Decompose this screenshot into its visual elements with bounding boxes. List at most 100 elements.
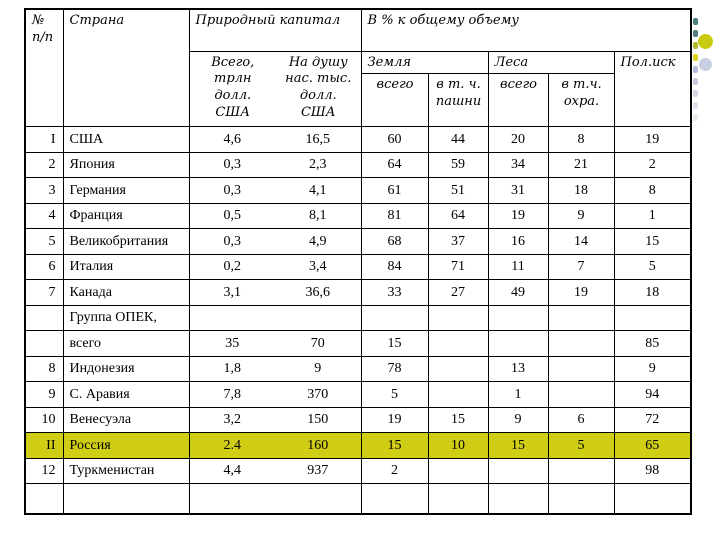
decoration-square xyxy=(693,54,698,61)
header-forest: Леса xyxy=(488,51,615,75)
cell-value: 18 xyxy=(548,177,615,204)
cell-value: 5 xyxy=(548,432,615,459)
cell-value: 35 xyxy=(189,330,275,357)
cell-value xyxy=(548,483,615,515)
cell-value: 15 xyxy=(361,330,429,357)
header-per-capita: На душу нас. тыс. долл. США xyxy=(275,51,362,128)
cell-value: 9 xyxy=(614,356,692,383)
cell-value xyxy=(428,458,489,485)
cell-row-number xyxy=(25,305,64,332)
cell-value: 4,1 xyxy=(275,177,362,204)
cell-value: 9 xyxy=(548,203,615,230)
cell-row-number: II xyxy=(25,432,64,459)
cell-value: 11 xyxy=(488,254,549,281)
cell-country: Италия xyxy=(63,254,190,281)
cell-value: 10 xyxy=(428,432,489,459)
cell-row-number: I xyxy=(25,126,64,153)
cell-value: 5 xyxy=(614,254,692,281)
table-row-highlighted: II Россия 2.4 160 15 10 15 5 65 xyxy=(25,432,692,459)
cell-row-number: 2 xyxy=(25,152,64,179)
cell-value: 85 xyxy=(614,330,692,357)
decoration-square xyxy=(693,102,698,109)
cell-value: 78 xyxy=(361,356,429,383)
cell-value: 31 xyxy=(488,177,549,204)
table-row: 5 Великобритания 0,3 4,9 68 37 16 14 15 xyxy=(25,228,692,255)
cell-value: 15 xyxy=(488,432,549,459)
cell-value xyxy=(548,381,615,408)
cell-value: 36,6 xyxy=(275,279,362,306)
cell-value: 14 xyxy=(548,228,615,255)
cell-row-number: 6 xyxy=(25,254,64,281)
cell-value: 4,6 xyxy=(189,126,275,153)
table-row: 9 С. Аравия 7,8 370 5 1 94 xyxy=(25,381,692,408)
cell-row-number xyxy=(25,330,64,357)
cell-value xyxy=(428,483,489,515)
cell-country: Россия xyxy=(63,432,190,459)
cell-value: 94 xyxy=(614,381,692,408)
cell-value: 68 xyxy=(361,228,429,255)
cell-country: Венесуэла xyxy=(63,407,190,434)
cell-value: 7 xyxy=(548,254,615,281)
cell-value: 3,2 xyxy=(189,407,275,434)
decoration-square xyxy=(693,42,698,49)
cell-value: 2,3 xyxy=(275,152,362,179)
cell-value: 27 xyxy=(428,279,489,306)
cell-value: 3,1 xyxy=(189,279,275,306)
cell-value: 1,8 xyxy=(189,356,275,383)
cell-value xyxy=(428,381,489,408)
cell-value: 6 xyxy=(548,407,615,434)
cell-value: 0,3 xyxy=(189,177,275,204)
cell-value: 15 xyxy=(428,407,489,434)
cell-value: 51 xyxy=(428,177,489,204)
cell-country: Великобритания xyxy=(63,228,190,255)
cell-value xyxy=(428,305,489,332)
table-row: 8 Индонезия 1,8 9 78 13 9 xyxy=(25,356,692,383)
cell-value: 19 xyxy=(488,203,549,230)
decoration-square xyxy=(693,90,698,97)
table-row: 10 Венесуэла 3,2 150 19 15 9 6 72 xyxy=(25,407,692,434)
header-land-total: всего xyxy=(361,73,429,128)
cell-value: 0,3 xyxy=(189,152,275,179)
cell-row-number: 4 xyxy=(25,203,64,230)
cell-value: 44 xyxy=(428,126,489,153)
cell-value xyxy=(275,305,362,332)
cell-value: 84 xyxy=(361,254,429,281)
cell-value: 7,8 xyxy=(189,381,275,408)
cell-value: 150 xyxy=(275,407,362,434)
cell-row-number: 10 xyxy=(25,407,64,434)
cell-value: 2.4 xyxy=(189,432,275,459)
table-body: I США 4,6 16,5 60 44 20 8 19 2 Япония 0,3 2,3 64 59 34 2… xyxy=(25,126,692,515)
table-row: I США 4,6 16,5 60 44 20 8 19 xyxy=(25,126,692,153)
table-row: 2 Япония 0,3 2,3 64 59 34 21 2 xyxy=(25,152,692,179)
cell-value: 1 xyxy=(488,381,549,408)
cell-value: 18 xyxy=(614,279,692,306)
header-percent-of-total: В % к общему объему xyxy=(361,9,692,52)
cell-value xyxy=(428,330,489,357)
cell-row-number: 5 xyxy=(25,228,64,255)
decoration-square xyxy=(693,18,698,25)
cell-country: Япония xyxy=(63,152,190,179)
cell-value: 21 xyxy=(548,152,615,179)
cell-value: 4,4 xyxy=(189,458,275,485)
decoration-square xyxy=(693,66,698,73)
cell-value xyxy=(488,458,549,485)
cell-value: 72 xyxy=(614,407,692,434)
header-total-trln: Всего, трлн долл. США xyxy=(189,51,275,128)
header-land-arable: в т. ч. пашни xyxy=(428,73,489,128)
decoration-square xyxy=(693,78,698,85)
cell-row-number xyxy=(25,483,64,515)
cell-value xyxy=(488,330,549,357)
cell-value xyxy=(548,305,615,332)
cell-row-number: 7 xyxy=(25,279,64,306)
cell-value: 16 xyxy=(488,228,549,255)
table-row: Группа ОПЕК, xyxy=(25,305,692,332)
cell-country: Канада xyxy=(63,279,190,306)
cell-value: 49 xyxy=(488,279,549,306)
cell-row-number: 8 xyxy=(25,356,64,383)
cell-value: 37 xyxy=(428,228,489,255)
cell-value: 160 xyxy=(275,432,362,459)
table-row: 4 Франция 0,5 8,1 81 64 19 9 1 xyxy=(25,203,692,230)
table-row: 7 Канада 3,1 36,6 33 27 49 19 18 xyxy=(25,279,692,306)
cell-country: С. Аравия xyxy=(63,381,190,408)
header-forest-total: всего xyxy=(488,73,549,128)
